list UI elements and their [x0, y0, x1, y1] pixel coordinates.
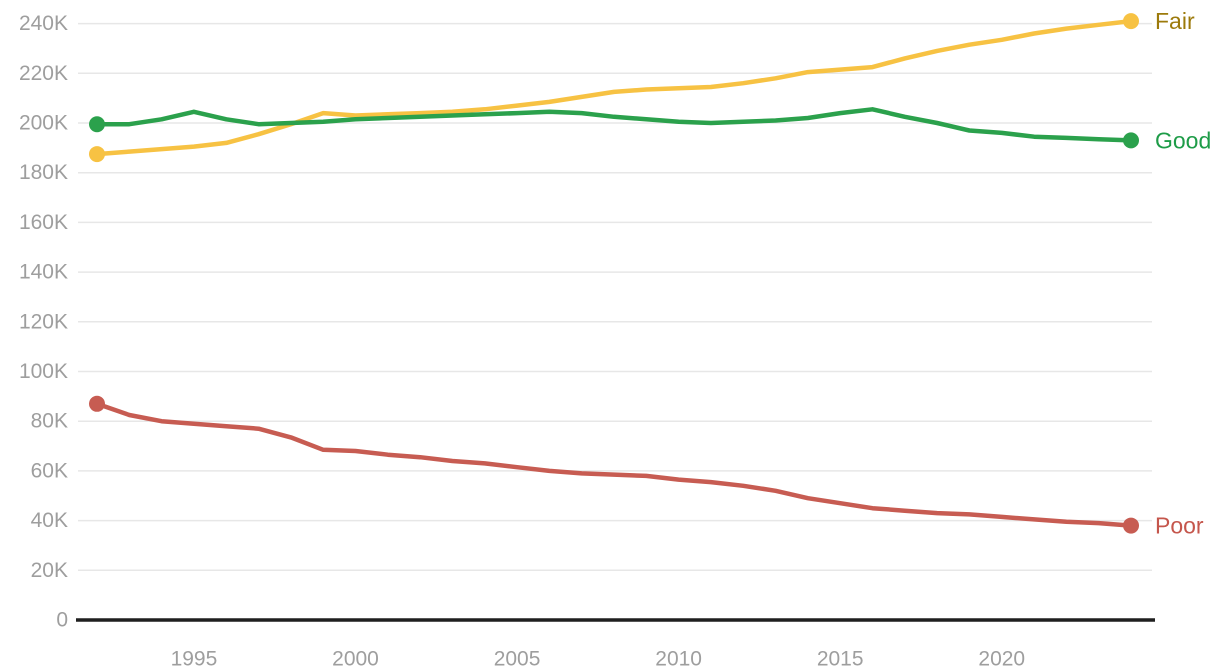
y-axis-tick-label: 120K [19, 310, 68, 333]
series-end-dot-fair [1123, 13, 1139, 30]
y-axis-tick-label: 200K [19, 112, 68, 135]
x-axis-tick-label: 2015 [817, 647, 864, 670]
series-line-poor [94, 401, 1134, 528]
series-label-fair: Fair [1155, 8, 1195, 34]
y-axis-tick-label: 240K [19, 12, 68, 35]
y-axis-tick-label: 0 [56, 609, 68, 632]
x-axis-tick-label: 2005 [494, 647, 541, 670]
series-line-fair [94, 18, 1134, 157]
y-axis-tick-label: 40K [31, 509, 68, 532]
y-axis-tick-label: 80K [31, 410, 68, 433]
series-end-dot-good [1123, 132, 1139, 149]
y-axis-tick-label: 100K [19, 360, 68, 383]
y-axis-tick-label: 20K [31, 559, 68, 582]
y-axis-tick-label: 160K [19, 211, 68, 234]
series-line-good [94, 107, 1134, 143]
series-label-good: Good [1155, 127, 1211, 153]
x-axis-tick-label: 2020 [978, 647, 1025, 670]
series-start-dot-fair [89, 146, 105, 163]
series-end-dot-poor [1123, 517, 1139, 534]
series-start-dot-good [89, 116, 105, 133]
series-start-dot-poor [89, 395, 105, 412]
x-axis-tick-label: 2010 [655, 647, 702, 670]
y-axis-tick-label: 180K [19, 161, 68, 184]
y-axis-tick-label: 220K [19, 62, 68, 85]
x-axis-tick-label: 2000 [332, 647, 379, 670]
y-axis-tick-label: 140K [19, 261, 68, 284]
series-label-poor: Poor [1155, 513, 1204, 539]
y-axis-tick-label: 60K [31, 459, 68, 482]
x-axis-tick-label: 1995 [171, 647, 218, 670]
